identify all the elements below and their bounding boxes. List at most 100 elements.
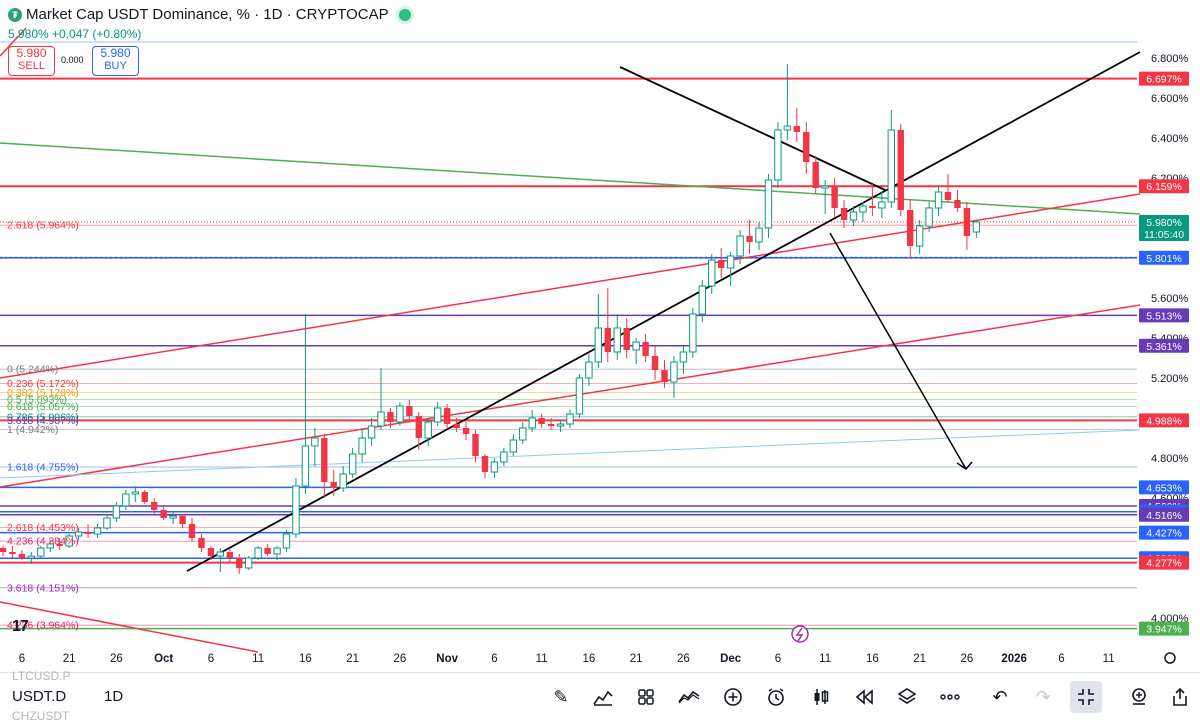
- candle-body: [708, 259, 716, 287]
- candle-body: [538, 418, 545, 424]
- price-tag: [1139, 71, 1189, 86]
- x-tick-label: 6: [19, 653, 25, 665]
- candle-body: [481, 456, 489, 472]
- undo-icon[interactable]: ↶: [992, 686, 1008, 707]
- market-status-icon[interactable]: [398, 8, 411, 21]
- candle-body: [84, 532, 92, 534]
- symbol-selector[interactable]: USDT.D: [12, 688, 67, 705]
- price-tag: [1139, 250, 1189, 265]
- candle-body: [972, 221, 981, 233]
- pencil-icon[interactable]: ✎: [553, 686, 569, 707]
- candle-body: [311, 437, 319, 447]
- x-tick-label: 21: [630, 653, 643, 665]
- candle-body: [112, 505, 121, 519]
- ascending-support-trendline: [186, 51, 1141, 572]
- current-price-tag: [1139, 215, 1189, 241]
- projection-arrow-head-icon: [956, 461, 973, 470]
- redo-icon[interactable]: ↷: [1035, 686, 1051, 707]
- price-chart[interactable]: 2.618 (5.964%)0 (5.244%)0.236 (5.172%)0.…: [0, 0, 1200, 672]
- x-tick-label: 26: [677, 653, 690, 665]
- alert-clock-icon[interactable]: [763, 684, 789, 710]
- candle-body: [56, 544, 63, 546]
- price-tag-label: 5.513%: [1146, 310, 1182, 322]
- candle-body: [415, 416, 422, 438]
- candle-body: [216, 551, 225, 557]
- x-tick-label: 11: [536, 653, 548, 665]
- candle-body: [954, 200, 961, 208]
- light-blue-line: [0, 429, 1141, 479]
- candle-body: [65, 535, 73, 547]
- candle-body: [831, 186, 838, 208]
- candle-body: [907, 210, 914, 246]
- usdt-logo-icon: ₮: [8, 7, 22, 22]
- price-tag-label: 4.988%: [1146, 415, 1182, 427]
- x-tick-label: 11: [819, 653, 831, 665]
- buy-button[interactable]: 5.980 BUY: [92, 46, 139, 76]
- x-tick-label: 26: [110, 653, 123, 665]
- candle-body: [0, 548, 7, 552]
- fullscreen-exit-icon[interactable]: [1070, 681, 1102, 713]
- green-trend-line: [0, 142, 1141, 215]
- sell-label: SELL: [18, 60, 45, 72]
- candle-body: [169, 515, 177, 519]
- x-tick-label: 21: [346, 653, 359, 665]
- more-icon[interactable]: [937, 684, 963, 710]
- candle-body: [528, 417, 536, 429]
- candle-body: [869, 206, 876, 208]
- compare-icon[interactable]: [676, 684, 702, 710]
- layers-icon[interactable]: [894, 684, 920, 710]
- fib-label: 0.786 (5.006%): [7, 411, 79, 423]
- event-lightning-icon[interactable]: [791, 625, 809, 643]
- candle-body: [613, 327, 621, 353]
- symbol-ghost-above: LTCUSD.P: [12, 669, 71, 683]
- share-icon[interactable]: [1167, 684, 1193, 710]
- candle-body: [207, 548, 215, 556]
- candles-icon[interactable]: [808, 684, 834, 710]
- y-tick-label: 6.800%: [1151, 53, 1189, 65]
- candle-body: [434, 407, 442, 423]
- fib-label: 1 (4.942%): [7, 424, 58, 436]
- layout-grid-icon[interactable]: [633, 684, 659, 710]
- candle-body: [840, 208, 848, 220]
- price-tag-label: 4.427%: [1146, 528, 1182, 540]
- fib-label: 2.618 (4.453%): [7, 522, 79, 534]
- countdown-label: 11:05:40: [1144, 229, 1184, 241]
- y-tick-label: 5.200%: [1151, 373, 1189, 385]
- replay-icon[interactable]: [851, 684, 877, 710]
- x-tick-label: Dec: [720, 653, 742, 665]
- candle-body: [188, 524, 196, 538]
- candle-body: [396, 405, 404, 423]
- candle-body: [925, 207, 933, 227]
- timeframe-selector[interactable]: 1D: [104, 688, 124, 705]
- price-tag-label: 6.159%: [1146, 181, 1182, 193]
- candle-body: [887, 129, 895, 203]
- price-tag-label: 4.653%: [1146, 482, 1182, 494]
- candle-body: [490, 461, 499, 473]
- candle-body: [131, 491, 140, 495]
- candle-body: [141, 492, 148, 502]
- candle-body: [849, 211, 858, 221]
- candle-body: [321, 438, 328, 482]
- candle-body: [254, 547, 262, 559]
- x-tick-label: 26: [394, 653, 407, 665]
- add-icon[interactable]: [720, 684, 746, 710]
- settings-gear-icon[interactable]: [1164, 652, 1176, 664]
- indicators-icon[interactable]: [590, 684, 616, 710]
- x-tick-label: 16: [583, 653, 596, 665]
- lightning-bolt-icon: [795, 627, 804, 642]
- x-tick-label: 11: [1103, 653, 1115, 665]
- fib-label: 3.618 (4.151%): [7, 582, 79, 594]
- sell-button[interactable]: 5.980 SELL: [8, 46, 55, 76]
- tradingview-logo[interactable]: 17: [12, 618, 29, 635]
- price-tag-label: 5.361%: [1146, 341, 1182, 353]
- candle-body: [566, 413, 574, 425]
- red-line-fragment: [0, 27, 27, 57]
- fib-label: 0.5 (5.093%): [7, 394, 67, 406]
- price-change: 5.980% +0.047 (+0.80%): [8, 27, 142, 41]
- y-tick-label: 6.600%: [1151, 93, 1189, 105]
- candle-body: [821, 185, 829, 189]
- price-tag: [1139, 308, 1189, 323]
- fib-label: 4.236 (4.384%): [7, 536, 79, 548]
- add-alert-icon[interactable]: [1126, 684, 1152, 710]
- x-tick-label: 16: [866, 653, 879, 665]
